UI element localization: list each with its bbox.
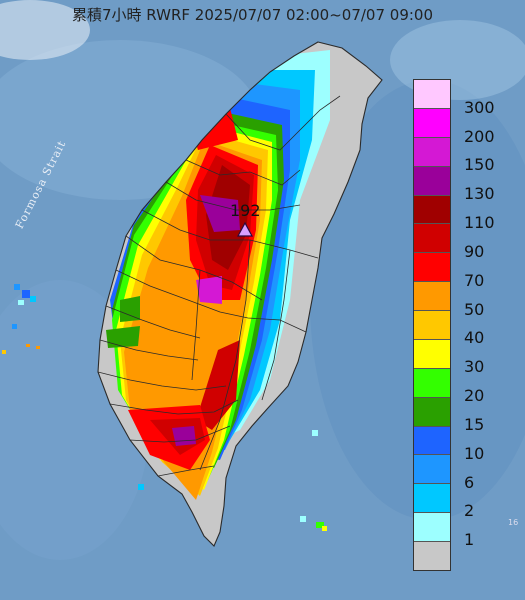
legend-label: 20 [464,386,485,406]
color-legend [413,79,451,571]
legend-swatch [414,282,450,311]
offshore-echoes [2,284,327,531]
legend-swatch [414,224,450,254]
legend-label: 30 [464,357,485,377]
legend-swatch [414,108,450,138]
legend-label: 110 [464,213,495,233]
legend-label: 130 [464,184,495,204]
max-value-label: 192 [230,201,261,220]
legend-label: 40 [464,328,485,348]
legend-swatch [414,195,450,225]
legend-label: 10 [464,443,485,463]
legend-label: 6 [464,472,475,492]
county-boundaries [97,41,383,547]
legend-swatch [414,137,450,167]
legend-label: 70 [464,270,485,290]
legend-swatch [414,80,450,109]
legend-label: 1 [464,530,475,550]
legend-swatch [414,542,450,570]
legend-label: 150 [464,155,495,175]
legend-swatch [414,339,450,369]
legend-swatch [414,311,450,340]
legend-swatch [414,455,450,485]
legend-label: 90 [464,241,485,261]
map-title: 累積7小時 RWRF 2025/07/07 02:00~07/07 09:00 [72,6,434,24]
legend-label: 15 [464,414,485,434]
legend-swatch [414,253,450,283]
legend-swatch [414,166,450,196]
legend-swatch [414,426,450,456]
legend-swatch [414,513,450,542]
legend-label: 2 [464,501,475,521]
corner-mark: 16 [508,518,519,527]
legend-label: 50 [464,299,485,319]
legend-swatch [414,368,450,398]
max-rainfall-marker [236,221,254,237]
legend-label: 200 [464,126,495,146]
legend-swatch [414,484,450,514]
legend-label: 300 [464,97,495,117]
legend-swatch [414,397,450,427]
